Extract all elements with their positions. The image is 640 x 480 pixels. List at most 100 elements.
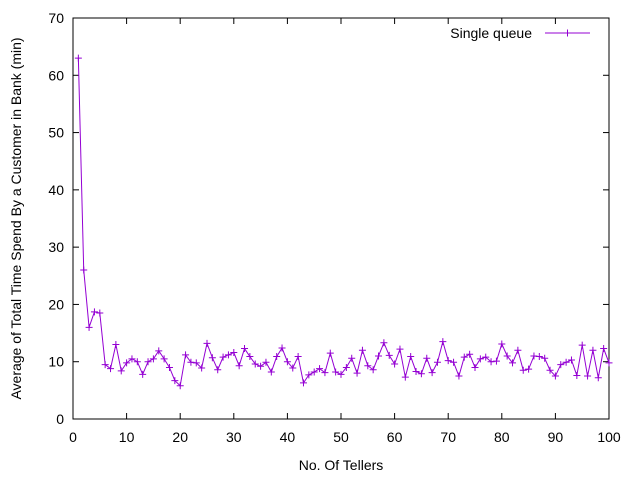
data-point	[433, 358, 441, 366]
data-point	[198, 364, 206, 372]
x-axis-ticks: 0 10 20 30 40 50 60 70 80 90 100	[69, 18, 621, 445]
y-tick-label: 0	[56, 411, 64, 427]
data-point	[171, 377, 179, 385]
data-point	[235, 362, 243, 370]
data-point	[535, 353, 543, 361]
data-point	[160, 355, 168, 363]
data-point	[492, 357, 500, 365]
data-point	[428, 369, 436, 377]
data-point	[417, 370, 425, 378]
data-point	[455, 372, 463, 380]
data-point	[530, 352, 538, 360]
data-point	[562, 358, 570, 366]
data-point	[476, 355, 484, 363]
data-point	[283, 358, 291, 366]
data-point	[573, 371, 581, 379]
data-point	[466, 350, 474, 358]
data-point	[144, 358, 152, 366]
data-point	[224, 351, 232, 359]
data-point	[546, 366, 554, 374]
data-point	[262, 358, 270, 366]
data-point	[541, 354, 549, 362]
legend-label: Single queue	[450, 25, 532, 41]
data-point	[600, 345, 608, 353]
data-point	[165, 363, 173, 371]
data-point	[101, 361, 109, 369]
x-axis-label: No. Of Tellers	[299, 457, 384, 473]
data-point	[557, 361, 565, 369]
data-point	[348, 354, 356, 362]
data-point	[133, 358, 141, 366]
data-point	[551, 372, 559, 380]
data-point	[310, 368, 318, 376]
data-point	[294, 353, 302, 361]
data-point	[203, 339, 211, 347]
x-tick-label: 10	[119, 429, 135, 445]
data-point	[380, 339, 388, 347]
data-point	[342, 363, 350, 371]
data-point	[74, 54, 82, 62]
data-point	[332, 368, 340, 376]
data-point	[246, 353, 254, 361]
data-point	[289, 364, 297, 372]
data-point	[305, 371, 313, 379]
data-point	[316, 365, 324, 373]
y-axis-label: Average of Total Time Spend By a Custome…	[8, 37, 24, 399]
data-point	[192, 359, 200, 367]
data-point	[444, 357, 452, 365]
data-point	[514, 346, 522, 354]
data-point	[123, 359, 131, 367]
data-point	[182, 351, 190, 359]
data-point	[460, 353, 468, 361]
data-point	[364, 362, 372, 370]
data-point	[107, 365, 115, 373]
data-point	[471, 363, 479, 371]
y-tick-label: 60	[48, 67, 64, 83]
data-point	[423, 354, 431, 362]
data-point	[498, 340, 506, 348]
data-point	[176, 382, 184, 390]
x-tick-label: 80	[494, 429, 510, 445]
x-tick-label: 100	[597, 429, 621, 445]
y-tick-label: 30	[48, 239, 64, 255]
x-tick-label: 20	[172, 429, 188, 445]
data-point	[578, 341, 586, 349]
data-point	[358, 346, 366, 354]
y-tick-label: 40	[48, 182, 64, 198]
data-point	[482, 353, 490, 361]
data-point	[509, 359, 517, 367]
data-point	[128, 355, 136, 363]
data-point	[278, 344, 286, 352]
data-point	[503, 352, 511, 360]
data-point	[326, 349, 334, 357]
legend-marker	[564, 29, 571, 37]
data-point	[391, 360, 399, 368]
data-point	[219, 353, 227, 361]
data-point	[407, 353, 415, 361]
y-tick-label: 70	[48, 10, 64, 26]
data-point	[117, 367, 125, 375]
data-point	[589, 346, 597, 354]
y-tick-label: 20	[48, 296, 64, 312]
data-point	[273, 353, 281, 361]
data-point	[187, 358, 195, 366]
data-point	[85, 323, 93, 331]
data-point	[396, 345, 404, 353]
x-tick-label: 60	[387, 429, 403, 445]
data-point	[439, 338, 447, 346]
data-point	[251, 360, 259, 368]
data-point	[450, 358, 458, 366]
data-point	[525, 365, 533, 373]
data-point	[519, 366, 527, 374]
data-point	[96, 309, 104, 317]
data-point	[112, 341, 120, 349]
data-point	[567, 356, 575, 364]
data-point	[299, 379, 307, 387]
y-tick-label: 50	[48, 125, 64, 141]
data-point	[267, 368, 275, 376]
data-point	[80, 266, 88, 274]
data-point	[487, 358, 495, 366]
x-tick-label: 30	[226, 429, 242, 445]
data-point	[353, 369, 361, 377]
